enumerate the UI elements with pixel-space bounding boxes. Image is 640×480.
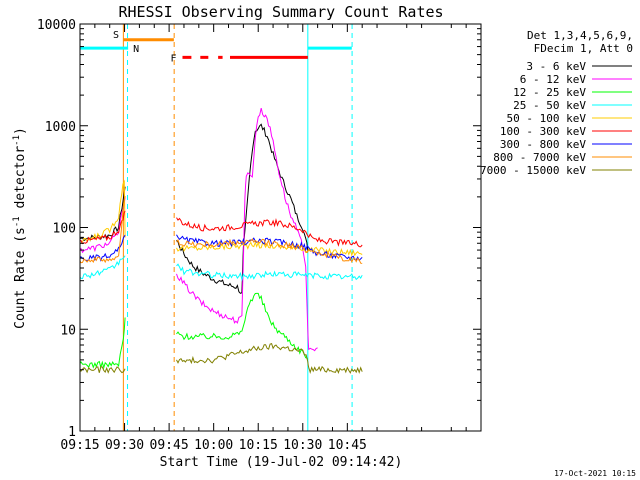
y-tick-label: 1000 [45,120,76,135]
legend-label: 800 - 7000 keV [493,151,586,164]
flare-label: F [170,53,176,64]
legend-label: 12 - 25 keV [513,86,586,99]
legend-label: 7000 - 15000 keV [480,164,586,177]
x-tick-label: 10:30 [283,438,322,453]
saa-label: S [113,30,119,41]
y-tick-label: 10000 [37,18,76,33]
plot-frame [79,23,482,432]
legend-label: 6 - 12 keV [520,73,587,86]
series-line-6 [80,210,363,248]
night-label: N [133,44,139,55]
legend-label: 100 - 300 keV [500,125,586,138]
y-tick-label: 1 [68,425,76,440]
x-tick-label: 10:45 [328,438,367,453]
y-axis-label: Count Rate (s-1 detector-1) [12,127,28,329]
series-line-9 [80,342,363,374]
x-tick-label: 09:30 [105,438,144,453]
legend-header-line: FDecim 1, Att 0 [534,42,633,55]
legend-label: 3 - 6 keV [526,60,586,73]
x-tick-label: 09:45 [150,438,189,453]
legend-label: 300 - 800 keV [500,138,586,151]
chart-title: RHESSI Observing Summary Count Rates [118,3,443,21]
x-tick-label: 10:00 [194,438,233,453]
series-line-8 [80,195,363,264]
x-tick-label: 10:15 [239,438,278,453]
series-line-4 [80,255,363,282]
legend-label: 25 - 50 keV [513,99,586,112]
series-line-7 [80,234,363,262]
legend-header-line: Det 1,3,4,5,6,9, [527,29,633,42]
x-tick-label: 09:15 [60,438,99,453]
y-tick-label: 10 [60,323,76,338]
footer-date: 17-Oct-2021 10:15 [554,469,636,478]
series-line-3 [80,292,309,370]
x-axis-label: Start Time (19-Jul-02 09:14:42) [160,455,403,470]
y-tick-label: 100 [53,222,76,237]
series-line-2 [80,107,318,352]
legend-label: 50 - 100 keV [507,112,587,125]
